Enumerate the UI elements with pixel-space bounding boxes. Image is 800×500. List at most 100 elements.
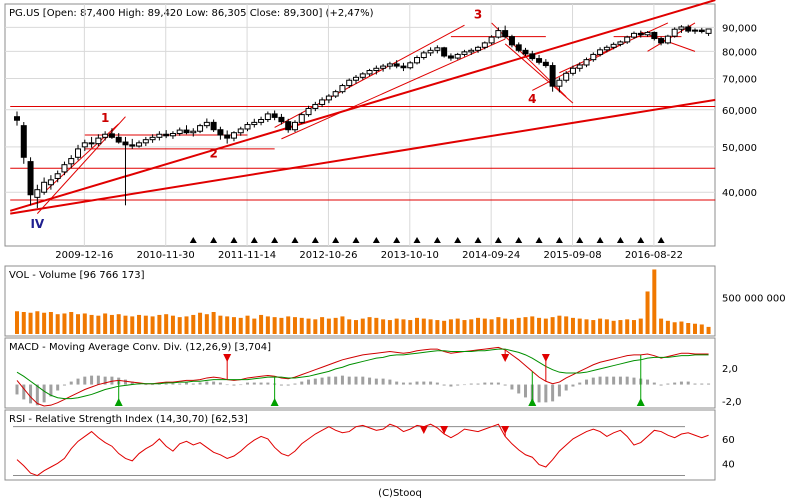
candle — [373, 65, 380, 75]
volume-bar — [204, 314, 209, 334]
candle-body — [197, 125, 204, 132]
macd-histogram-bar — [347, 376, 351, 385]
macd-histogram-bar — [205, 381, 209, 385]
candle-body — [142, 139, 149, 144]
candle-body — [644, 31, 651, 36]
volume-bar — [631, 320, 636, 334]
event-triangle — [535, 237, 543, 243]
macd-histogram-bar — [707, 383, 711, 385]
volume-bar — [564, 316, 569, 334]
candle — [353, 75, 359, 84]
macd-histogram-bar — [83, 376, 87, 385]
candle — [542, 59, 549, 68]
volume-bar — [150, 316, 155, 334]
macd-histogram-bar — [462, 384, 466, 386]
macd-histogram-bar — [29, 384, 33, 404]
macd-histogram-bar — [185, 382, 188, 385]
volume-bar — [191, 314, 196, 334]
candle — [651, 31, 658, 41]
x-date-tick-label: 2011-11-14 — [218, 250, 276, 261]
candle-body — [407, 62, 414, 69]
event-triangle — [576, 237, 584, 243]
volume-bar — [618, 320, 623, 334]
candle-body — [14, 116, 20, 121]
candle-body — [678, 26, 685, 30]
price-panel-title: PG.US [Open: 87,400 High: 89,420 Low: 86… — [9, 8, 374, 19]
candle — [705, 28, 712, 36]
macd-histogram-bar — [686, 381, 690, 385]
macd-histogram-bar — [218, 382, 222, 385]
volume-bar — [231, 317, 236, 334]
candle — [495, 27, 502, 39]
volume-bar — [435, 320, 440, 334]
candle — [136, 140, 143, 148]
candle-body — [203, 121, 210, 127]
volume-bar — [211, 312, 216, 334]
candle — [610, 42, 617, 50]
candle-body — [244, 124, 251, 130]
candle-body — [129, 144, 136, 147]
candle-body — [441, 47, 448, 57]
macd-histogram-bar — [442, 384, 446, 386]
candle — [197, 123, 204, 134]
volume-bar — [537, 317, 542, 334]
volume-bar — [55, 314, 60, 334]
macd-histogram-bar — [476, 383, 480, 385]
event-triangle — [210, 237, 218, 243]
macd-sell-marker — [501, 354, 510, 362]
volume-bar — [455, 318, 460, 334]
macd-histogram-bar — [408, 382, 412, 385]
volume-bar — [238, 317, 243, 334]
candle — [278, 113, 285, 125]
macd-histogram-bar — [673, 382, 677, 385]
candle — [264, 111, 271, 123]
candle — [102, 131, 109, 141]
axis-labels: 40,000 50,000 60,000 70,000 80,000 90,000 2009… — [55, 23, 785, 470]
volume-bar — [611, 320, 616, 334]
macd-buy-marker — [636, 398, 645, 406]
candle-body — [339, 85, 346, 93]
volume-bar — [557, 315, 562, 334]
volume-bar — [584, 319, 589, 334]
x-date-tick-label: 2010-11-30 — [137, 250, 195, 261]
macd-y-tick-label: 2,0 — [722, 364, 738, 375]
candle — [163, 130, 170, 139]
volume-bar — [516, 317, 521, 334]
candle — [129, 138, 136, 149]
candle-body — [122, 141, 129, 146]
candle — [692, 28, 698, 34]
candle-body — [61, 164, 68, 173]
volume-bar — [42, 312, 47, 334]
price-panel — [4, 3, 716, 247]
macd-histogram-bar — [191, 383, 195, 385]
candle-body — [156, 133, 163, 138]
volume-bar — [591, 320, 596, 334]
candle — [115, 133, 122, 144]
volume-bar — [184, 316, 189, 334]
candle-body — [671, 28, 678, 37]
candle — [142, 136, 149, 147]
macd-histogram-bar — [557, 384, 561, 397]
candle-body — [75, 148, 82, 158]
macd-histogram-bar — [469, 383, 473, 385]
candle-body — [102, 133, 109, 138]
candle — [515, 42, 522, 53]
candle — [468, 48, 475, 55]
candle — [210, 119, 217, 132]
candle — [190, 128, 197, 137]
volume-bar — [442, 320, 447, 334]
volume-bar — [218, 315, 223, 334]
candle-body — [583, 59, 590, 66]
volume-bar — [367, 317, 372, 334]
volume-bar — [577, 318, 582, 334]
volume-bar — [699, 324, 704, 334]
macd-histogram-bar — [49, 384, 53, 397]
event-triangle — [393, 237, 401, 243]
candle-body — [549, 65, 556, 87]
candle — [176, 127, 183, 136]
macd-histogram-bar — [679, 381, 683, 385]
candle-body — [508, 36, 515, 46]
macd-histogram-bar — [164, 383, 168, 385]
wave-label: 4 — [528, 92, 536, 106]
candle-body — [346, 79, 353, 87]
